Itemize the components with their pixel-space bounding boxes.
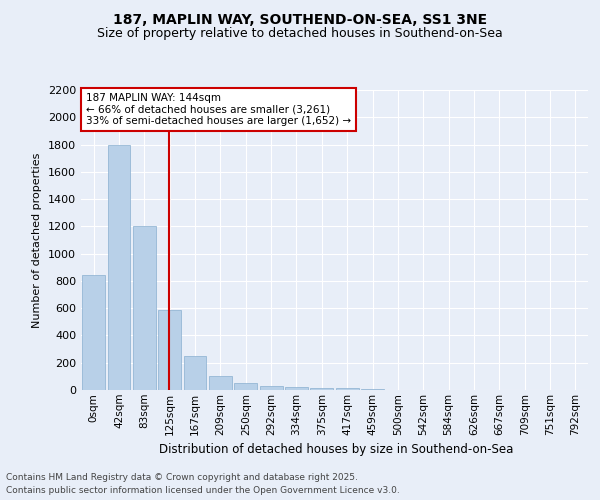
Bar: [361, 389, 384, 390]
Bar: [260, 386, 283, 390]
Text: 187 MAPLIN WAY: 144sqm
← 66% of detached houses are smaller (3,261)
33% of semi-: 187 MAPLIN WAY: 144sqm ← 66% of detached…: [86, 93, 351, 126]
Y-axis label: Number of detached properties: Number of detached properties: [32, 152, 43, 328]
Bar: [107, 144, 130, 390]
Bar: [158, 310, 181, 390]
Bar: [82, 276, 105, 390]
Bar: [235, 382, 257, 390]
Bar: [209, 376, 232, 390]
Text: Contains public sector information licensed under the Open Government Licence v3: Contains public sector information licen…: [6, 486, 400, 495]
Bar: [184, 356, 206, 390]
Text: Distribution of detached houses by size in Southend-on-Sea: Distribution of detached houses by size …: [159, 442, 513, 456]
Text: 187, MAPLIN WAY, SOUTHEND-ON-SEA, SS1 3NE: 187, MAPLIN WAY, SOUTHEND-ON-SEA, SS1 3N…: [113, 12, 487, 26]
Bar: [133, 226, 156, 390]
Text: Contains HM Land Registry data © Crown copyright and database right 2025.: Contains HM Land Registry data © Crown c…: [6, 472, 358, 482]
Bar: [285, 388, 308, 390]
Bar: [336, 388, 359, 390]
Bar: [310, 388, 333, 390]
Text: Size of property relative to detached houses in Southend-on-Sea: Size of property relative to detached ho…: [97, 28, 503, 40]
